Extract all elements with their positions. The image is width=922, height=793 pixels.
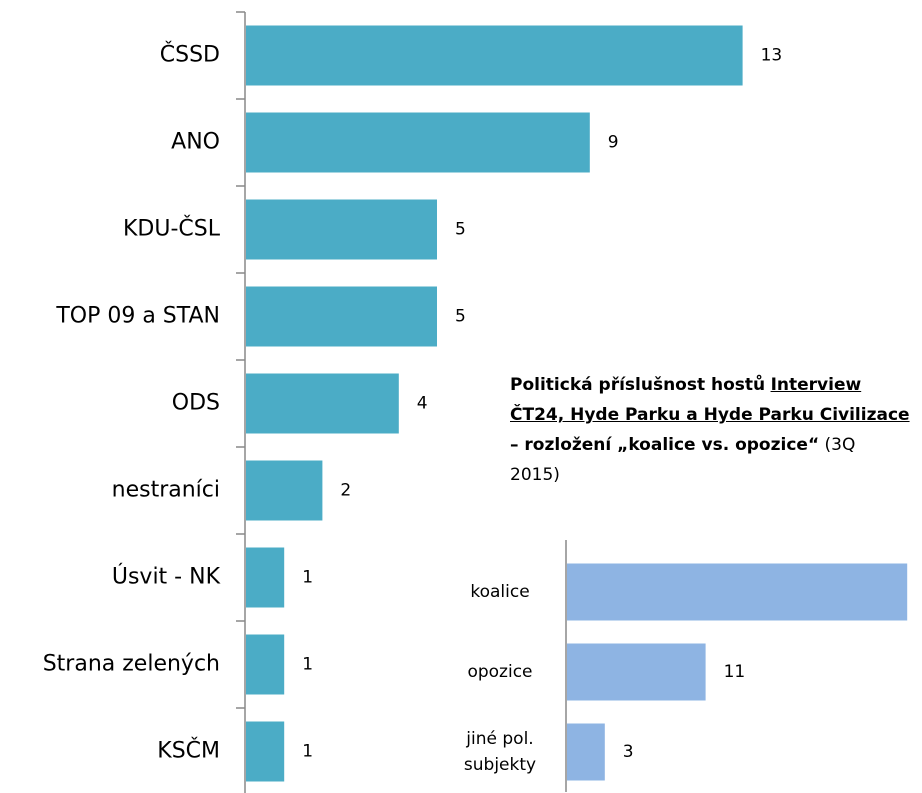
value-label: 5: [455, 307, 466, 327]
category-label: Strana zelených: [43, 652, 220, 677]
value-label: 2: [340, 481, 351, 501]
value-label: 9: [608, 133, 619, 153]
bar: [246, 460, 323, 521]
category-label: koalice: [470, 582, 530, 602]
bar: [567, 643, 706, 701]
chart-title: Politická příslušnost hostů Interview ČT…: [510, 370, 910, 490]
bar: [246, 634, 285, 695]
bar: [246, 547, 285, 608]
bar: [567, 563, 908, 621]
bar: [246, 721, 285, 782]
bar: [246, 199, 437, 260]
bar: [246, 112, 590, 173]
category-label: jiné pol. subjekty: [463, 729, 537, 775]
category-label: ANO: [171, 130, 220, 155]
category-label: KDU-ČSL: [123, 216, 221, 242]
category-label: TOP 09 a STAN: [55, 304, 220, 329]
category-label: ČSSD: [160, 42, 220, 68]
value-label: 1: [302, 568, 313, 588]
title-part: (3Q 2015): [510, 435, 856, 485]
category-label: ODS: [172, 391, 220, 416]
value-label: 1: [302, 655, 313, 675]
title-part: – rozložení „koalice vs. opozice“: [510, 435, 820, 455]
category-label: KSČM: [157, 738, 220, 764]
value-label: 11: [724, 662, 746, 682]
title-part: Politická příslušnost hostů: [510, 375, 766, 395]
title-part: Interview ČT24, Hyde Parku a Hyde Parku …: [510, 375, 910, 425]
value-label: 5: [455, 220, 466, 240]
category-label: Úsvit - NK: [112, 564, 221, 590]
category-label: nestraníci: [112, 478, 220, 503]
bar: [246, 286, 437, 347]
bar: [567, 723, 605, 781]
value-label: 4: [417, 394, 428, 414]
value-label: 3: [623, 742, 634, 762]
category-label: opozice: [467, 662, 533, 682]
bar: [246, 373, 399, 434]
bar: [246, 25, 743, 86]
value-label: 1: [302, 742, 313, 762]
value-label: 13: [761, 46, 783, 66]
